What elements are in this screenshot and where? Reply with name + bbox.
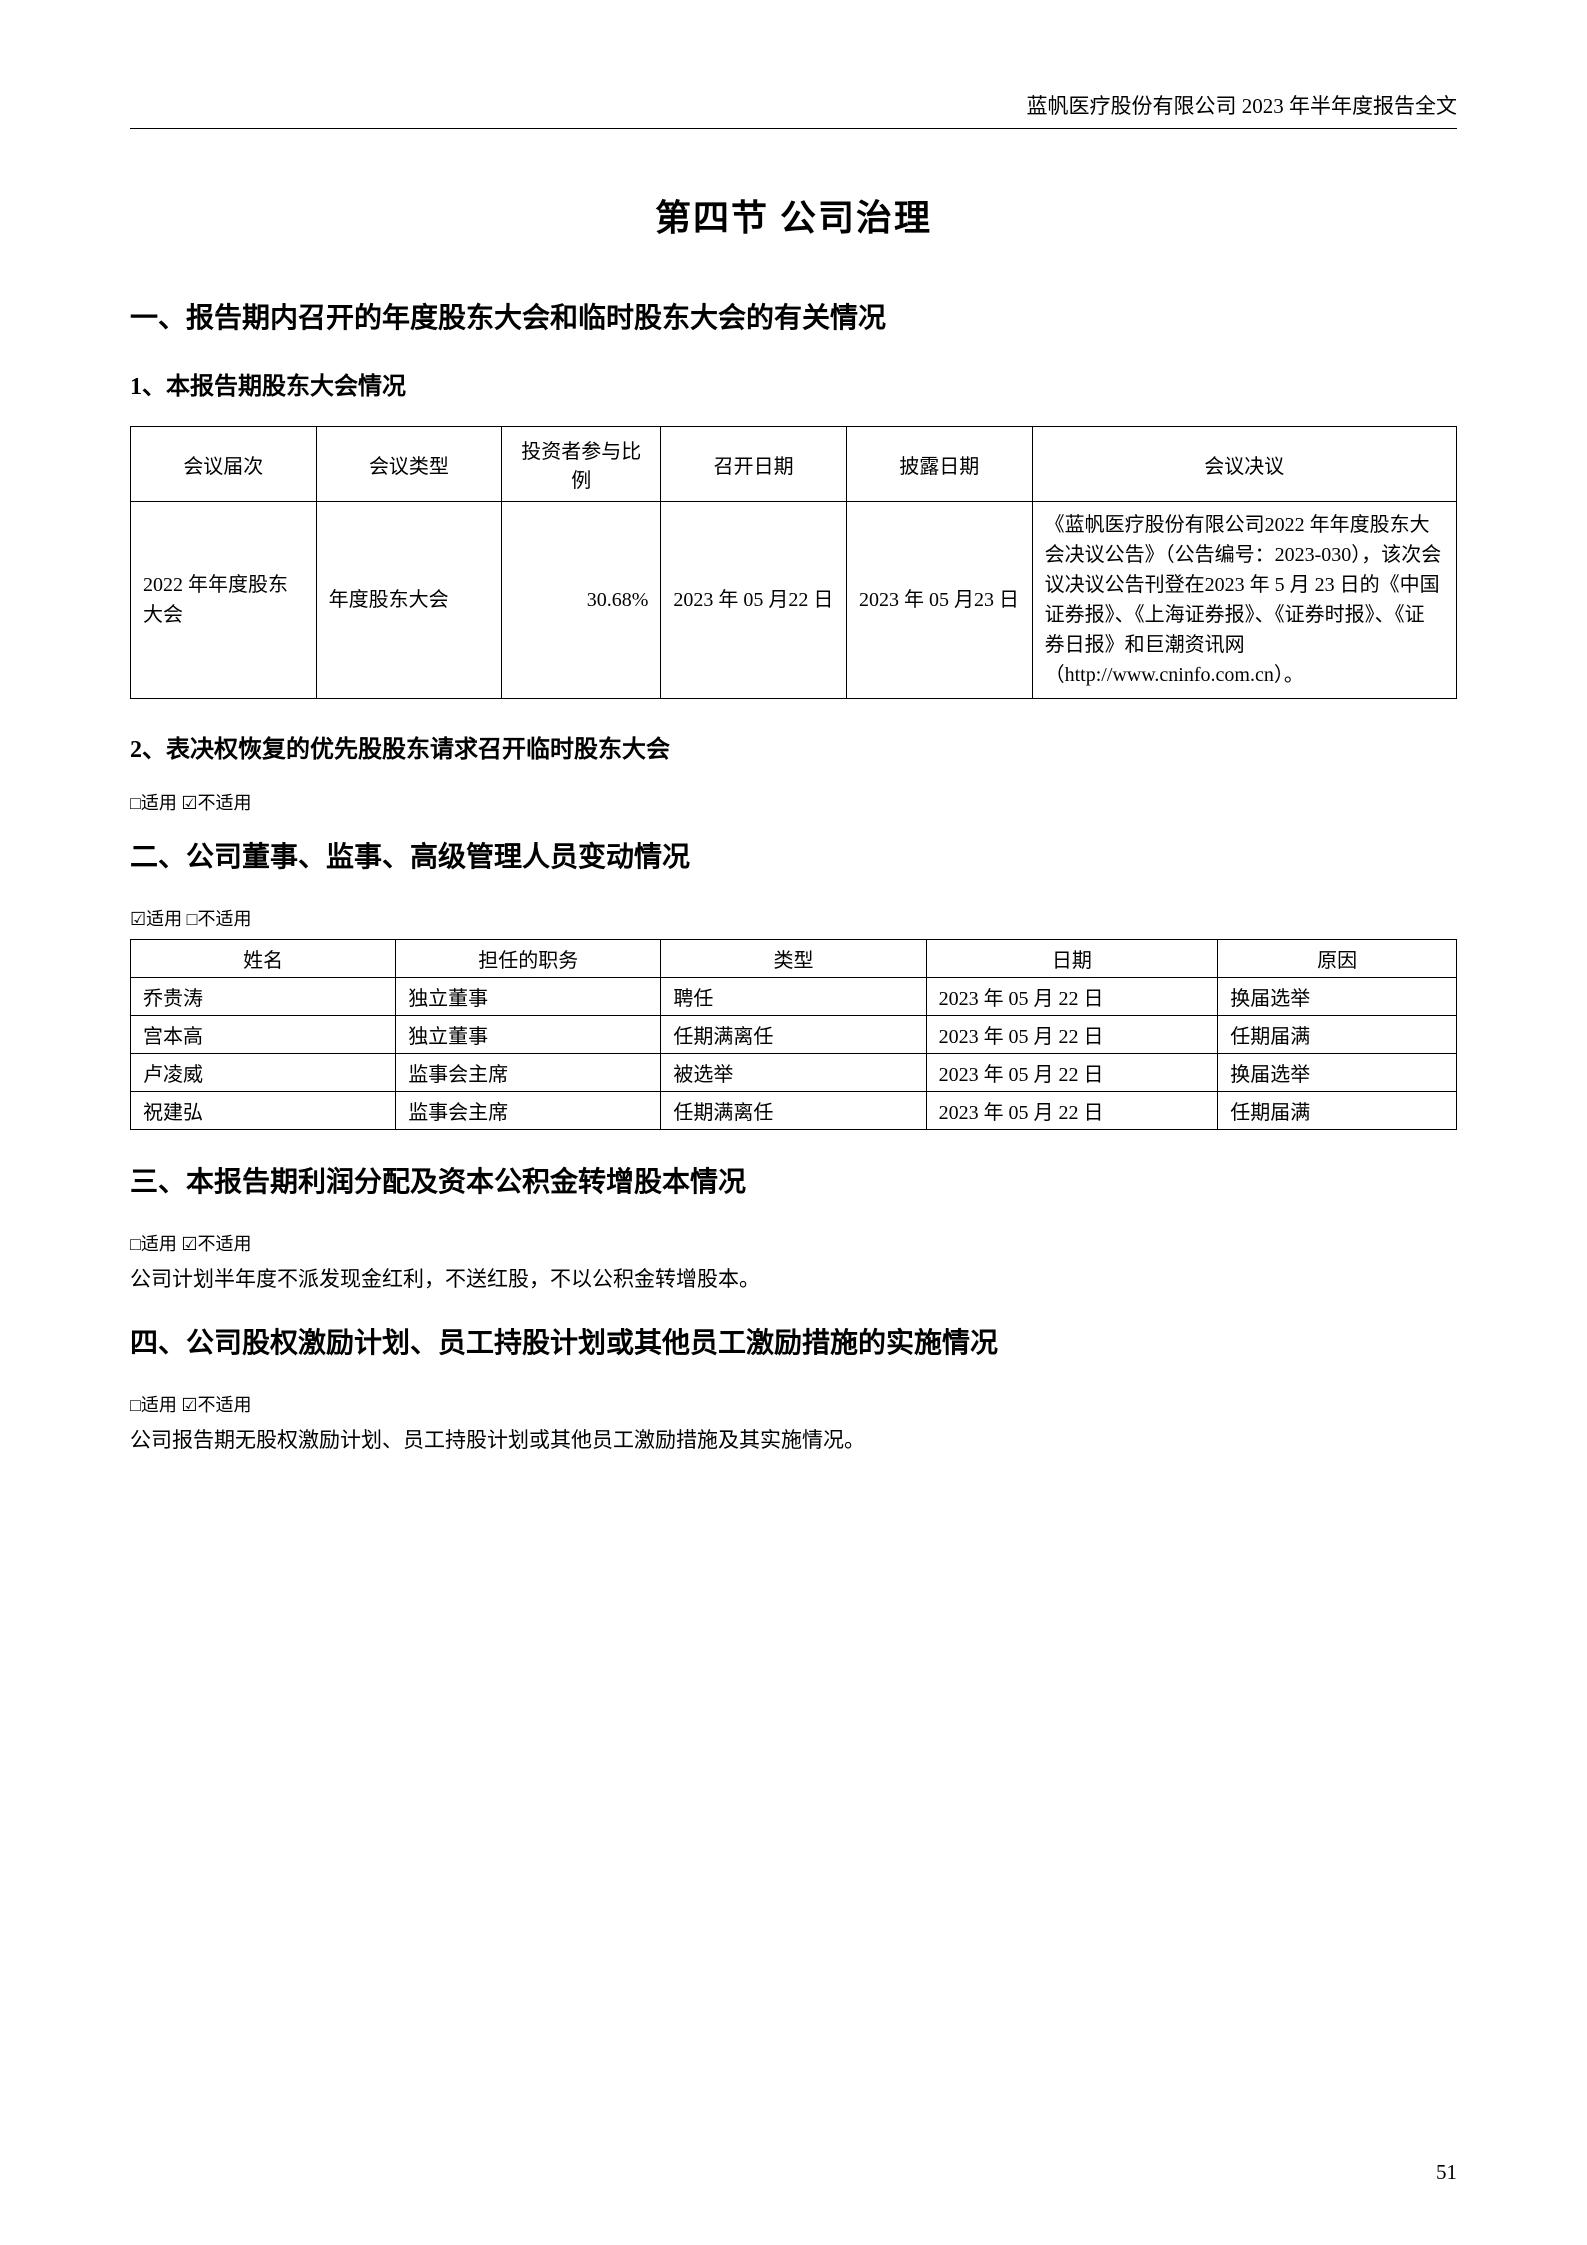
- table-header-row: 姓名担任的职务类型日期原因: [131, 940, 1457, 978]
- table-row: 卢凌威监事会主席被选举2023 年 05 月 22 日换届选举: [131, 1054, 1457, 1092]
- section3-heading: 三、本报告期利润分配及资本公积金转增股本情况: [130, 1160, 1457, 1200]
- table-cell: 2022 年年度股东大会: [131, 502, 317, 699]
- page-header: 蓝帆医疗股份有限公司 2023 年半年度报告全文: [130, 90, 1457, 129]
- table-cell: 2023 年 05 月 22 日: [926, 1016, 1218, 1054]
- table-cell: 换届选举: [1218, 1054, 1457, 1092]
- table-cell: 2023 年 05 月23 日: [846, 502, 1032, 699]
- chapter-title: 第四节 公司治理: [130, 189, 1457, 241]
- meetings-table: 会议届次会议类型投资者参与比例召开日期披露日期会议决议 2022 年年度股东大会…: [130, 426, 1457, 699]
- table-row: 祝建弘监事会主席任期满离任2023 年 05 月 22 日任期届满: [131, 1092, 1457, 1130]
- table-header-cell: 类型: [661, 940, 926, 978]
- section1-sub1-heading: 1、本报告期股东大会情况: [130, 366, 1457, 401]
- table-cell: 宫本高: [131, 1016, 396, 1054]
- table-header-cell: 会议届次: [131, 427, 317, 502]
- table-cell: 独立董事: [396, 1016, 661, 1054]
- table-header-cell: 原因: [1218, 940, 1457, 978]
- table-header-cell: 日期: [926, 940, 1218, 978]
- table-cell: 独立董事: [396, 978, 661, 1016]
- section2-applicable: ☑适用 □不适用: [130, 905, 1457, 931]
- section3-applicable: □适用 ☑不适用: [130, 1230, 1457, 1256]
- table-header-cell: 会议决议: [1032, 427, 1456, 502]
- table-row: 2022 年年度股东大会年度股东大会30.68%2023 年 05 月22 日2…: [131, 502, 1457, 699]
- section2-heading: 二、公司董事、监事、高级管理人员变动情况: [130, 835, 1457, 875]
- table-cell: 聘任: [661, 978, 926, 1016]
- table-cell: 监事会主席: [396, 1054, 661, 1092]
- table-header-cell: 召开日期: [661, 427, 847, 502]
- section1-sub2-heading: 2、表决权恢复的优先股股东请求召开临时股东大会: [130, 729, 1457, 764]
- table-cell: 2023 年 05 月 22 日: [926, 1092, 1218, 1130]
- table-cell: 年度股东大会: [316, 502, 502, 699]
- table-cell: 30.68%: [502, 502, 661, 699]
- table-cell: 被选举: [661, 1054, 926, 1092]
- section4-text: 公司报告期无股权激励计划、员工持股计划或其他员工激励措施及其实施情况。: [130, 1425, 1457, 1457]
- table-header-cell: 担任的职务: [396, 940, 661, 978]
- table-cell: 任期满离任: [661, 1092, 926, 1130]
- table-header-cell: 姓名: [131, 940, 396, 978]
- section1-sub2-applicable: □适用 ☑不适用: [130, 789, 1457, 815]
- section4-applicable: □适用 ☑不适用: [130, 1391, 1457, 1417]
- table-cell: 任期届满: [1218, 1092, 1457, 1130]
- table-header-row: 会议届次会议类型投资者参与比例召开日期披露日期会议决议: [131, 427, 1457, 502]
- table-cell: 换届选举: [1218, 978, 1457, 1016]
- table-cell: 任期届满: [1218, 1016, 1457, 1054]
- table-header-cell: 会议类型: [316, 427, 502, 502]
- section1-heading: 一、报告期内召开的年度股东大会和临时股东大会的有关情况: [130, 296, 1457, 336]
- table-row: 乔贵涛独立董事聘任2023 年 05 月 22 日换届选举: [131, 978, 1457, 1016]
- table-cell: 祝建弘: [131, 1092, 396, 1130]
- table-cell: 《蓝帆医疗股份有限公司2022 年年度股东大会决议公告》（公告编号：2023-0…: [1032, 502, 1456, 699]
- table-cell: 乔贵涛: [131, 978, 396, 1016]
- table-row: 宫本高独立董事任期满离任2023 年 05 月 22 日任期届满: [131, 1016, 1457, 1054]
- table-cell: 卢凌威: [131, 1054, 396, 1092]
- section3-text: 公司计划半年度不派发现金红利，不送红股，不以公积金转增股本。: [130, 1264, 1457, 1296]
- personnel-table: 姓名担任的职务类型日期原因 乔贵涛独立董事聘任2023 年 05 月 22 日换…: [130, 939, 1457, 1130]
- header-text: 蓝帆医疗股份有限公司 2023 年半年度报告全文: [1027, 94, 1458, 118]
- table-cell: 监事会主席: [396, 1092, 661, 1130]
- table-cell: 2023 年 05 月 22 日: [926, 1054, 1218, 1092]
- table-cell: 2023 年 05 月 22 日: [926, 978, 1218, 1016]
- page-number: 51: [1436, 2160, 1457, 2185]
- section4-heading: 四、公司股权激励计划、员工持股计划或其他员工激励措施的实施情况: [130, 1321, 1457, 1361]
- table-cell: 任期满离任: [661, 1016, 926, 1054]
- table-header-cell: 披露日期: [846, 427, 1032, 502]
- table-header-cell: 投资者参与比例: [502, 427, 661, 502]
- table-cell: 2023 年 05 月22 日: [661, 502, 847, 699]
